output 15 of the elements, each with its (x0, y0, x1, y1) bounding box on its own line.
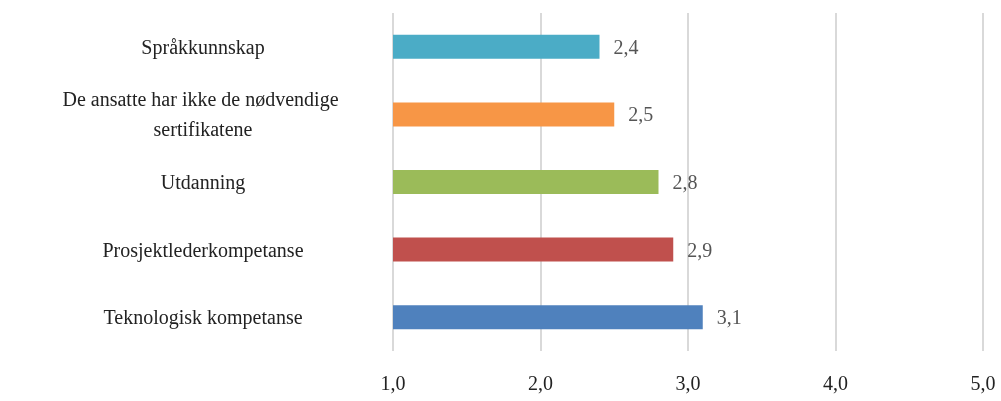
y-tick-label: Utdanning (160, 171, 246, 194)
x-tick-label: 2,0 (528, 372, 553, 394)
y-tick-label: Språkkunnskap (141, 35, 265, 59)
data-label: 2,4 (613, 35, 639, 58)
y-tick-label: De ansatte har ikke de nødvendige sertifikatene (62, 88, 344, 141)
y-tick-label: Teknologisk kompetanse (103, 306, 303, 330)
data-label: 2,8 (672, 171, 698, 193)
x-tick-label: 5,0 (970, 372, 996, 394)
data-label: 2,9 (687, 238, 713, 261)
x-tick-label: 1,0 (380, 372, 406, 394)
data-label: 3,1 (716, 306, 742, 329)
y-tick-label: Prosjektlederkompetanse (102, 238, 304, 262)
data-label: 2,5 (628, 103, 654, 126)
x-tick-label: 4,0 (823, 372, 848, 394)
x-tick-label: 3,0 (675, 372, 701, 394)
